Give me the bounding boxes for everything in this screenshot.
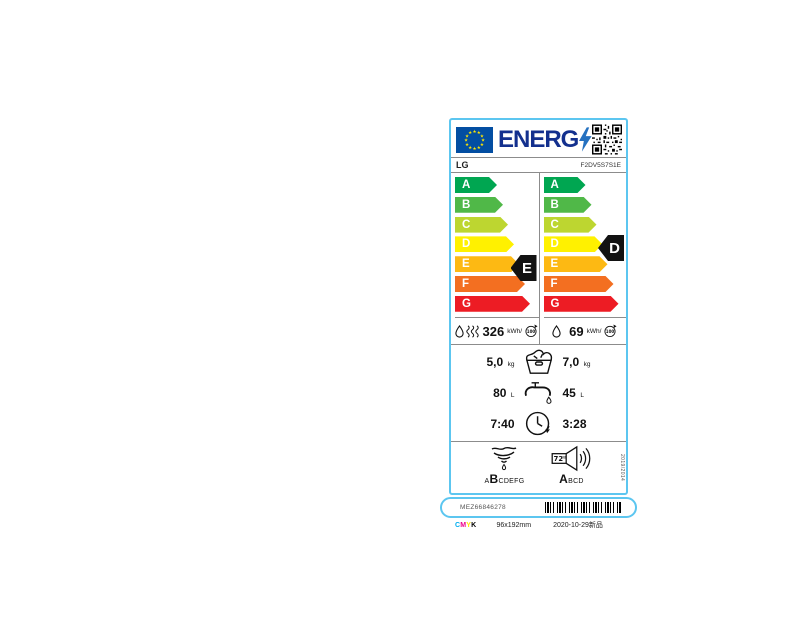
capacity-wash: 7,0 xyxy=(562,355,580,370)
noise-letters-after: BCD xyxy=(568,478,584,485)
energy-value-wash-dry: 326 xyxy=(482,323,505,339)
per-100-cycles-icon: 100 xyxy=(525,324,538,337)
class-arrows-left: A B C D E F G xyxy=(455,177,539,316)
print-date-note: 2020-10-29新品 xyxy=(553,522,603,529)
specs-section: 5,0 kg 7,0 kg xyxy=(451,345,626,442)
class-arrows-right: A B C D E F G xyxy=(544,177,627,316)
class-arrow-g: G xyxy=(455,296,530,312)
noise-db-value: 72 xyxy=(554,455,564,463)
consumption-wash: 69 kWh/ 100 xyxy=(543,317,626,344)
water-tap-icon xyxy=(524,381,551,404)
svg-text:★: ★ xyxy=(472,146,476,152)
model-number: F2DV5S7S1E xyxy=(580,161,621,169)
classes-row: ABCDEFG 72 dB ABCD xyxy=(451,442,626,492)
svg-text:100: 100 xyxy=(527,329,536,334)
part-number-pill: MEZ66846278 xyxy=(440,497,637,518)
class-arrow-e: E xyxy=(544,256,608,272)
spin-letters-before: A xyxy=(484,478,490,485)
spin-dry-icon xyxy=(492,446,517,471)
class-arrow-e: E xyxy=(455,256,519,272)
duration-wash: 3:28 xyxy=(562,416,587,431)
spin-class-item: ABCDEFG xyxy=(485,445,525,492)
cmyk-label: CMYK xyxy=(455,522,476,529)
energ-logo-text: ENERG xyxy=(498,125,579,153)
scale-column-wash: A B C D E F G D 69 kWh/ xyxy=(538,173,627,344)
water-row: 80 L 45 L xyxy=(461,378,616,409)
part-number: MEZ66846278 xyxy=(460,504,506,511)
svg-text:★: ★ xyxy=(480,141,484,147)
consumption-wash-dry: 326 kWh/ 100 xyxy=(455,317,539,344)
lightning-bolt-icon xyxy=(579,127,592,152)
svg-text:★: ★ xyxy=(477,145,481,151)
regulation-number: 2019/2014 xyxy=(619,453,625,481)
capacity-unit: kg xyxy=(507,361,515,369)
class-arrow-g: G xyxy=(544,296,619,312)
laundry-basket-icon xyxy=(525,349,552,375)
capacity-row: 5,0 kg 7,0 kg xyxy=(461,347,616,378)
class-arrow-f: F xyxy=(455,276,525,292)
spin-class-letters: ABCDEFG xyxy=(485,473,525,485)
svg-text:★: ★ xyxy=(468,130,472,136)
qr-code-icon xyxy=(591,124,622,155)
svg-text:★: ★ xyxy=(477,130,481,136)
noise-rating: A xyxy=(559,472,569,486)
rating-scales: A B C D E F G E xyxy=(451,173,626,345)
class-arrow-d: D xyxy=(455,236,514,252)
svg-text:★: ★ xyxy=(465,133,469,139)
water-drop-icon xyxy=(455,324,465,338)
class-arrow-f: F xyxy=(544,276,614,292)
spin-letters-after: CDEFG xyxy=(498,478,525,485)
brand-name: LG xyxy=(456,160,469,170)
svg-text:★: ★ xyxy=(481,137,485,143)
label-header: ★ ★ ★ ★ ★ ★ ★ ★ ★ ★ ★ ★ ENERG xyxy=(451,120,626,157)
cmyk-y: Y xyxy=(466,521,472,529)
svg-text:100: 100 xyxy=(606,329,615,334)
heat-waves-icon xyxy=(466,324,480,338)
energy-value-wash: 69 xyxy=(569,323,584,339)
brand-row: LG F2DV5S7S1E xyxy=(451,157,626,173)
energy-unit: kWh/ xyxy=(586,327,602,335)
cmyk-m: M xyxy=(460,521,467,529)
speaker-volume-icon: 72 dB xyxy=(552,445,591,472)
water-unit: L xyxy=(510,391,515,399)
water-unit: L xyxy=(580,391,584,399)
clock-icon xyxy=(525,411,550,436)
scale-column-wash-dry: A B C D E F G E xyxy=(451,173,539,344)
eu-flag-icon: ★ ★★ ★★★ ★★★ ★★★ xyxy=(456,126,493,153)
noise-class-item: 72 dB ABCD xyxy=(550,445,592,492)
duration-row: 7:40 3:28 xyxy=(461,408,616,439)
cmyk-k: K xyxy=(471,521,477,529)
svg-text:★: ★ xyxy=(465,141,469,147)
capacity-wash-dry: 5,0 xyxy=(486,355,504,370)
class-arrow-a: A xyxy=(544,177,586,193)
noise-class-letters: ABCD xyxy=(559,473,584,485)
water-wash-dry: 80 xyxy=(493,385,507,400)
class-arrow-c: C xyxy=(455,217,508,233)
class-arrow-b: B xyxy=(455,197,503,213)
class-arrow-d: D xyxy=(544,236,603,252)
class-arrow-c: C xyxy=(544,217,597,233)
svg-text:★: ★ xyxy=(464,137,468,143)
svg-text:★: ★ xyxy=(472,129,476,135)
per-100-cycles-icon: 100 xyxy=(604,324,617,337)
print-size: 96x192mm xyxy=(496,521,532,529)
duration-wash-dry: 7:40 xyxy=(490,416,515,431)
class-arrow-a: A xyxy=(455,177,497,193)
spin-rating: B xyxy=(489,472,499,486)
svg-text:★: ★ xyxy=(480,133,484,139)
barcode xyxy=(545,502,621,513)
energy-label: ★ ★ ★ ★ ★ ★ ★ ★ ★ ★ ★ ★ ENERG xyxy=(449,118,628,495)
print-info: CMYK 96x192mm 2020-10-29新品 xyxy=(455,520,603,530)
cmyk-c: C xyxy=(455,521,461,529)
noise-db-unit: dB xyxy=(562,456,567,460)
energy-unit: kWh/ xyxy=(507,327,522,335)
water-wash: 45 xyxy=(562,385,576,400)
water-drop-icon xyxy=(552,324,561,338)
svg-text:★: ★ xyxy=(468,145,472,151)
capacity-unit: kg xyxy=(583,361,591,369)
class-arrow-b: B xyxy=(544,197,592,213)
